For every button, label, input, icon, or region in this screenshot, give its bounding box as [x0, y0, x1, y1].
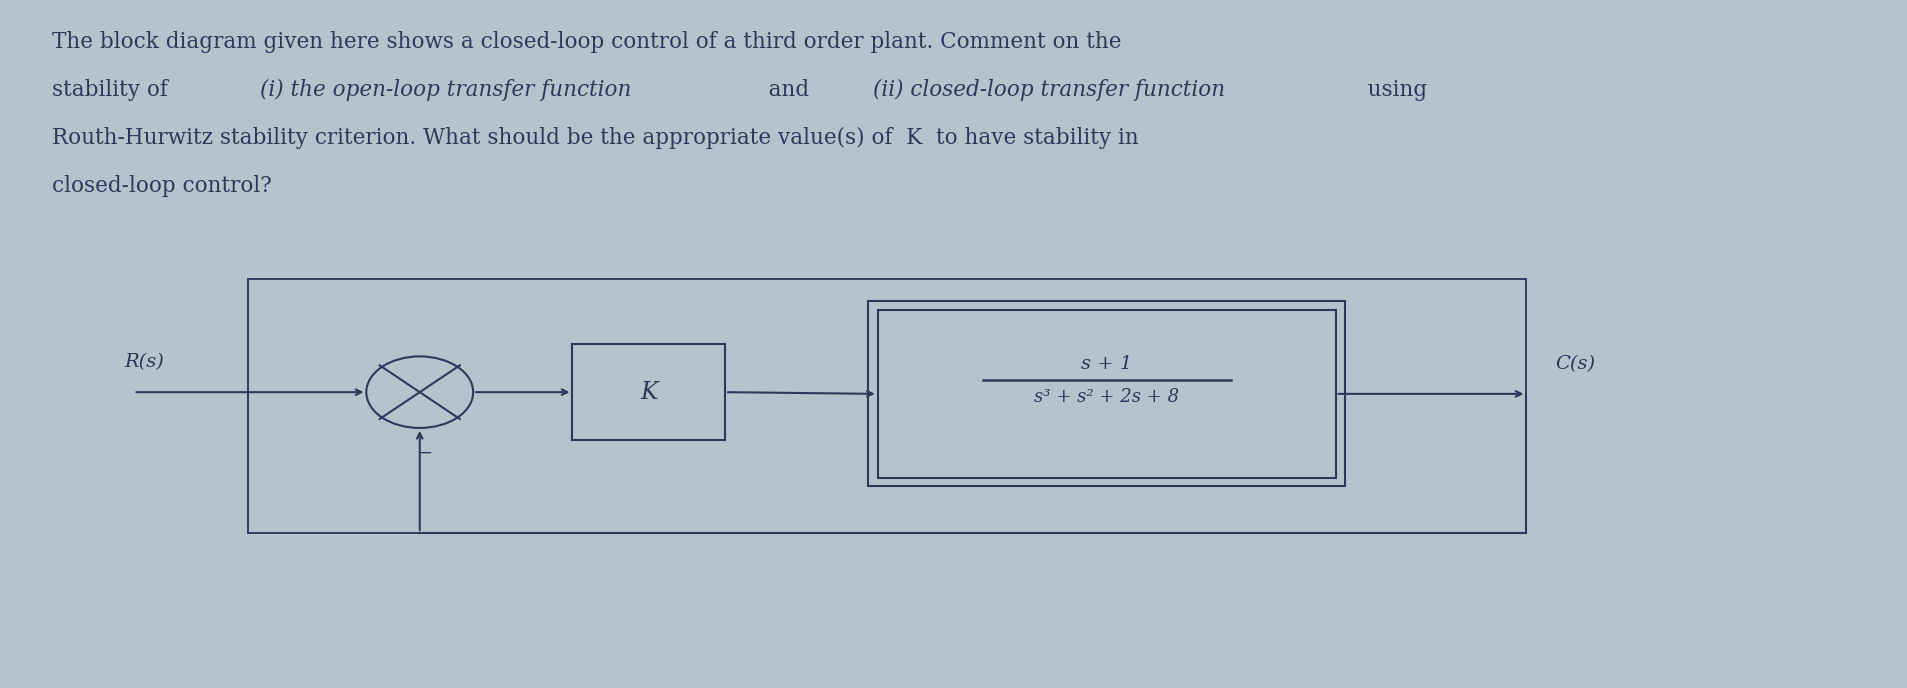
Text: using: using: [1346, 79, 1426, 101]
Text: s³ + s² + 2s + 8: s³ + s² + 2s + 8: [1034, 388, 1179, 407]
Bar: [868, 301, 1344, 486]
Text: and: and: [748, 79, 830, 101]
Text: The block diagram given here shows a closed-loop control of a third order plant.: The block diagram given here shows a clo…: [51, 31, 1121, 53]
Text: (i) the open-loop transfer function: (i) the open-loop transfer function: [259, 79, 631, 101]
Bar: [877, 310, 1335, 478]
Text: −: −: [418, 445, 431, 462]
Text: closed-loop control?: closed-loop control?: [51, 175, 271, 197]
Text: R(s): R(s): [124, 354, 164, 372]
Bar: [572, 344, 725, 440]
Text: s + 1: s + 1: [1081, 355, 1131, 374]
Text: stability of: stability of: [51, 79, 189, 101]
Text: Routh-Hurwitz stability criterion. What should be the appropriate value(s) of  K: Routh-Hurwitz stability criterion. What …: [51, 127, 1138, 149]
Text: C(s): C(s): [1554, 355, 1594, 374]
Text: K: K: [639, 380, 658, 404]
Bar: [248, 279, 1526, 533]
Text: (ii) closed-loop transfer function: (ii) closed-loop transfer function: [873, 79, 1224, 101]
